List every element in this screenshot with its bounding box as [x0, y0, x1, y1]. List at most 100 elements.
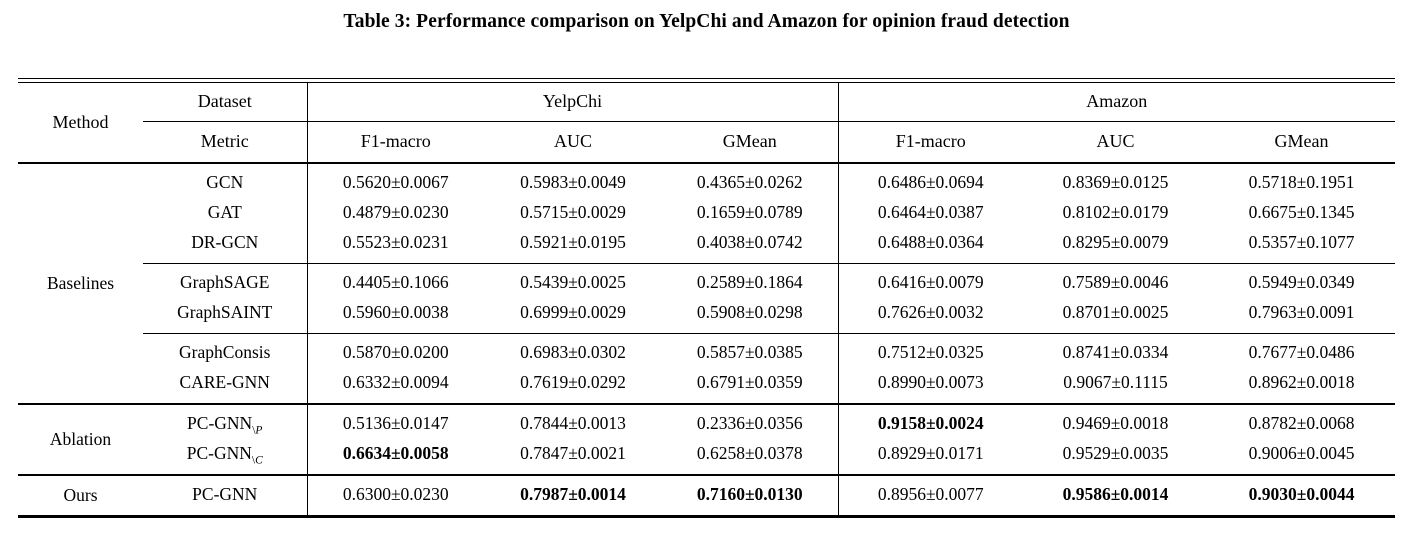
- header-amazon-gmean: GMean: [1208, 121, 1396, 164]
- value-cell: 0.6791±0.0359: [662, 367, 839, 405]
- value-cell: 0.1659±0.0789: [662, 197, 839, 228]
- method-name-cell: CARE-GNN: [143, 367, 308, 405]
- value-cell: 0.6332±0.0094: [307, 367, 484, 405]
- method-name-cell: PC-GNN: [143, 474, 308, 516]
- table-row: Baselines GCN 0.5620±0.0067 0.5983±0.0049 0.…: [18, 162, 1395, 405]
- table-row: GAT 0.4879±0.0230 0.5715±0.0029 0.1659±0.07…: [18, 197, 1395, 228]
- value-cell: 0.5908±0.0298: [662, 297, 839, 334]
- value-cell: 0.7963±0.0091: [1208, 297, 1396, 334]
- value-cell: 0.9067±0.1115: [1023, 367, 1209, 405]
- value-cell: 0.6416±0.0079: [877, 272, 984, 292]
- table-row: CARE-GNN 0.6332±0.0094 0.7619±0.0292 0.6791…: [18, 367, 1396, 405]
- table-row: GraphConsis 0.5870±0.0200 0.6983±0.0302 0.5…: [18, 333, 1395, 368]
- value-cell: 0.8701±0.0025: [1023, 297, 1209, 334]
- results-table-wrap: Method Dataset YelpChi Amazon Metric F1-…: [18, 78, 1396, 518]
- value-cell: 0.8962±0.0018: [1208, 367, 1396, 405]
- header-method: Method: [18, 82, 143, 164]
- value-cell: 0.5523±0.0231: [307, 227, 484, 264]
- header-dataset-label: Dataset: [143, 82, 308, 122]
- method-name-cell: GraphSAINT: [143, 297, 308, 334]
- value-cell: 0.8102±0.0179: [1062, 202, 1169, 222]
- method-subscript: \C: [251, 454, 263, 467]
- value-cell: 0.5949±0.0349: [1248, 272, 1355, 292]
- value-cell: 0.5921±0.0195: [484, 227, 662, 264]
- value-cell: 0.7619±0.0292: [484, 367, 662, 405]
- header-row-dataset: Method Dataset YelpChi Amazon: [18, 82, 1396, 164]
- header-amazon-f1: F1-macro: [838, 121, 1024, 164]
- value-cell: 0.4365±0.0262: [662, 162, 839, 198]
- value-cell: 0.6999±0.0029: [484, 297, 662, 334]
- header-yelpchi-f1: F1-macro: [307, 121, 484, 164]
- value-cell: 0.5715±0.0029: [520, 202, 626, 222]
- value-cell: 0.2589±0.1864: [662, 263, 839, 298]
- value-cell: 0.6486±0.0694: [877, 172, 984, 192]
- value-cell: 0.9529±0.0035: [1023, 438, 1209, 476]
- value-cell: 0.7626±0.0032: [838, 297, 1024, 334]
- table-body: Baselines GCN 0.5620±0.0067 0.5983±0.0049 0.…: [18, 162, 1396, 516]
- value-cell: 0.7160±0.0130: [662, 474, 839, 516]
- value-cell: 0.5718±0.1951: [1248, 172, 1355, 192]
- value-cell: 0.9030±0.0044: [1248, 484, 1355, 504]
- table-row: Ablation PC-GNN\P 0.5136±0.0147 0.7844±0.00…: [18, 403, 1395, 476]
- value-cell: 0.4405±0.1066: [342, 272, 449, 292]
- value-cell: 0.7677±0.0486: [1248, 342, 1355, 362]
- group-label: Baselines: [18, 162, 143, 405]
- value-cell: 0.6488±0.0364: [838, 227, 1024, 264]
- header-yelpchi-auc: AUC: [484, 121, 662, 164]
- method-name-cell: PC-GNN\P: [143, 403, 308, 439]
- value-cell: 0.9586±0.0014: [1062, 484, 1169, 504]
- value-cell: 0.7589±0.0046: [1062, 272, 1169, 292]
- value-cell: 0.5439±0.0025: [520, 272, 626, 292]
- table-row: Ours PC-GNN 0.6300±0.0230 0.7987±0.0014 0.71…: [18, 474, 1395, 516]
- method-name-cell: GCN: [143, 162, 308, 198]
- value-cell: 0.8929±0.0171: [838, 438, 1024, 476]
- value-cell: 0.5857±0.0385: [662, 333, 839, 368]
- table-row: PC-GNN\C 0.6634±0.0058 0.7847±0.0021 0.6258…: [18, 438, 1396, 476]
- header-row-metric: Metric F1-macro AUC GMean F1-macro AUC G…: [18, 121, 1396, 164]
- value-cell: 0.8741±0.0334: [1062, 342, 1169, 362]
- method-name-cell: GraphSAGE: [143, 263, 308, 298]
- value-cell: 0.2336±0.0356: [662, 403, 839, 439]
- method-subscript: \P: [252, 424, 263, 437]
- value-cell: 0.6634±0.0058: [307, 438, 484, 476]
- value-cell: 0.7987±0.0014: [520, 484, 626, 504]
- value-cell: 0.9006±0.0045: [1208, 438, 1396, 476]
- header-amazon-auc: AUC: [1023, 121, 1209, 164]
- table-row: GraphSAGE 0.4405±0.1066 0.5439±0.0025 0.258…: [18, 263, 1395, 298]
- value-cell: 0.6258±0.0378: [662, 438, 839, 476]
- header-dataset-yelpchi: YelpChi: [307, 82, 839, 122]
- table-caption: Table 3: Performance comparison on YelpC…: [343, 11, 1070, 32]
- value-cell: 0.4879±0.0230: [342, 202, 449, 222]
- header-dataset-amazon: Amazon: [838, 82, 1396, 122]
- table-row: DR-GCN 0.5523±0.0231 0.5921±0.0195 0.4038±0…: [18, 227, 1396, 264]
- value-cell: 0.8295±0.0079: [1023, 227, 1209, 264]
- value-cell: 0.7847±0.0021: [484, 438, 662, 476]
- value-cell: 0.8990±0.0073: [838, 367, 1024, 405]
- group-label: Ablation: [18, 403, 143, 476]
- value-cell: 0.7512±0.0325: [877, 342, 984, 362]
- value-cell: 0.5620±0.0067: [342, 172, 449, 192]
- value-cell: 0.7844±0.0013: [520, 413, 626, 433]
- method-name-cell: GraphConsis: [143, 333, 308, 368]
- method-name-cell: GAT: [143, 197, 308, 228]
- value-cell: 0.6675±0.1345: [1248, 202, 1355, 222]
- value-cell: 0.5870±0.0200: [342, 342, 449, 362]
- value-cell: 0.5136±0.0147: [342, 413, 449, 433]
- method-name-cell: PC-GNN\C: [143, 438, 308, 476]
- method-name-cell: DR-GCN: [143, 227, 308, 264]
- value-cell: 0.8956±0.0077: [877, 484, 984, 504]
- value-cell: 0.9158±0.0024: [877, 413, 984, 433]
- value-cell: 0.6300±0.0230: [342, 484, 449, 504]
- value-cell: 0.5983±0.0049: [520, 172, 626, 192]
- header-metric-label: Metric: [143, 121, 308, 164]
- value-cell: 0.6983±0.0302: [520, 342, 626, 362]
- results-table: Method Dataset YelpChi Amazon Metric F1-…: [18, 81, 1396, 518]
- value-cell: 0.8782±0.0068: [1248, 413, 1355, 433]
- value-cell: 0.9469±0.0018: [1062, 413, 1169, 433]
- value-cell: 0.5960±0.0038: [307, 297, 484, 334]
- value-cell: 0.8369±0.0125: [1062, 172, 1169, 192]
- group-label: Ours: [63, 484, 98, 505]
- value-cell: 0.5357±0.1077: [1208, 227, 1396, 264]
- value-cell: 0.6464±0.0387: [877, 202, 984, 222]
